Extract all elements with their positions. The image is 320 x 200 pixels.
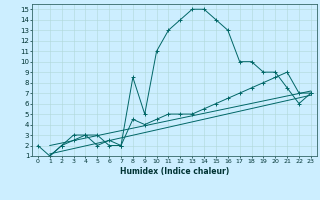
X-axis label: Humidex (Indice chaleur): Humidex (Indice chaleur) xyxy=(120,167,229,176)
